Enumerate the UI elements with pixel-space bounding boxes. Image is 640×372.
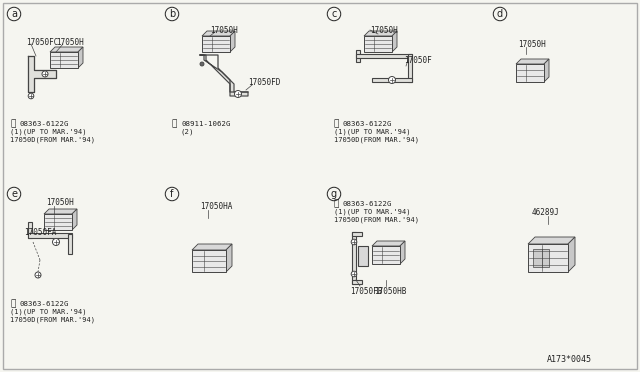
Text: 17050FA: 17050FA <box>24 228 56 237</box>
Text: 17050D(FROM MAR.'94): 17050D(FROM MAR.'94) <box>10 317 95 323</box>
Text: (1)(UP TO MAR.'94): (1)(UP TO MAR.'94) <box>334 209 410 215</box>
Bar <box>44 214 72 230</box>
Text: 08363-6122G: 08363-6122G <box>19 121 68 127</box>
Bar <box>364 36 392 52</box>
Text: (1)(UP TO MAR.'94): (1)(UP TO MAR.'94) <box>10 309 86 315</box>
Polygon shape <box>392 31 397 52</box>
Circle shape <box>28 93 34 99</box>
Polygon shape <box>44 209 77 214</box>
Text: Ⓢ: Ⓢ <box>10 299 15 308</box>
Text: 17050HA: 17050HA <box>200 202 232 211</box>
Text: (2): (2) <box>181 129 195 135</box>
Text: 08363-6122G: 08363-6122G <box>343 201 392 207</box>
Bar <box>372 246 400 264</box>
Text: A173*0045: A173*0045 <box>547 356 592 365</box>
Bar <box>50 52 78 68</box>
Text: e: e <box>11 189 17 199</box>
Bar <box>358 246 368 266</box>
Polygon shape <box>78 47 83 68</box>
Polygon shape <box>372 241 405 246</box>
Circle shape <box>42 71 48 77</box>
Bar <box>408 54 412 82</box>
Polygon shape <box>226 244 232 272</box>
Text: Ⓢ: Ⓢ <box>10 119 15 128</box>
Text: 17050FD: 17050FD <box>248 77 280 87</box>
Text: 17050FB: 17050FB <box>350 288 382 296</box>
Bar <box>356 54 412 58</box>
Text: 08911-1062G: 08911-1062G <box>181 121 230 127</box>
Polygon shape <box>364 31 397 36</box>
Bar <box>533 249 549 267</box>
Polygon shape <box>200 55 248 96</box>
Bar <box>528 244 568 272</box>
Text: 17050FC: 17050FC <box>26 38 58 46</box>
Polygon shape <box>400 241 405 264</box>
Polygon shape <box>544 59 549 82</box>
Text: f: f <box>170 189 173 199</box>
Polygon shape <box>516 59 549 64</box>
Text: 17050D(FROM MAR.'94): 17050D(FROM MAR.'94) <box>334 137 419 143</box>
Text: c: c <box>332 9 337 19</box>
Text: 17050H: 17050H <box>210 26 237 35</box>
Text: ⓝ: ⓝ <box>172 119 177 128</box>
Bar <box>68 234 72 254</box>
Circle shape <box>52 238 60 246</box>
Text: d: d <box>497 9 503 19</box>
Bar <box>352 232 362 236</box>
Text: Ⓢ: Ⓢ <box>334 199 339 208</box>
Bar <box>372 78 412 82</box>
Polygon shape <box>28 56 56 92</box>
Polygon shape <box>568 237 575 272</box>
Circle shape <box>351 239 357 245</box>
Text: (1)(UP TO MAR.'94): (1)(UP TO MAR.'94) <box>10 129 86 135</box>
Bar <box>202 36 230 52</box>
Circle shape <box>351 271 357 277</box>
Text: 17050F: 17050F <box>404 55 432 64</box>
Text: 08363-6122G: 08363-6122G <box>343 121 392 127</box>
Polygon shape <box>528 237 575 244</box>
Text: g: g <box>331 189 337 199</box>
Bar <box>28 222 32 238</box>
Circle shape <box>388 77 396 83</box>
Bar <box>352 280 362 284</box>
Text: b: b <box>169 9 175 19</box>
Text: 17050H: 17050H <box>56 38 84 46</box>
Text: 17050H: 17050H <box>370 26 397 35</box>
Circle shape <box>35 272 41 278</box>
Bar <box>516 64 544 82</box>
Circle shape <box>200 62 204 66</box>
Text: 17050HB: 17050HB <box>374 288 406 296</box>
Polygon shape <box>50 47 83 52</box>
Text: 17050D(FROM MAR.'94): 17050D(FROM MAR.'94) <box>10 137 95 143</box>
Bar <box>356 50 360 62</box>
Text: 08363-6122G: 08363-6122G <box>19 301 68 307</box>
Polygon shape <box>192 244 232 250</box>
Text: 17050D(FROM MAR.'94): 17050D(FROM MAR.'94) <box>334 217 419 223</box>
Bar <box>352 232 356 284</box>
Text: (1)(UP TO MAR.'94): (1)(UP TO MAR.'94) <box>334 129 410 135</box>
Text: 17050H: 17050H <box>518 39 546 48</box>
Text: 17050H: 17050H <box>46 198 74 206</box>
Text: 46289J: 46289J <box>532 208 560 217</box>
Bar <box>28 233 72 238</box>
Circle shape <box>234 90 241 97</box>
Text: a: a <box>11 9 17 19</box>
Text: Ⓢ: Ⓢ <box>334 119 339 128</box>
Polygon shape <box>72 209 77 230</box>
Bar <box>192 250 226 272</box>
Polygon shape <box>230 31 235 52</box>
Polygon shape <box>202 31 235 36</box>
